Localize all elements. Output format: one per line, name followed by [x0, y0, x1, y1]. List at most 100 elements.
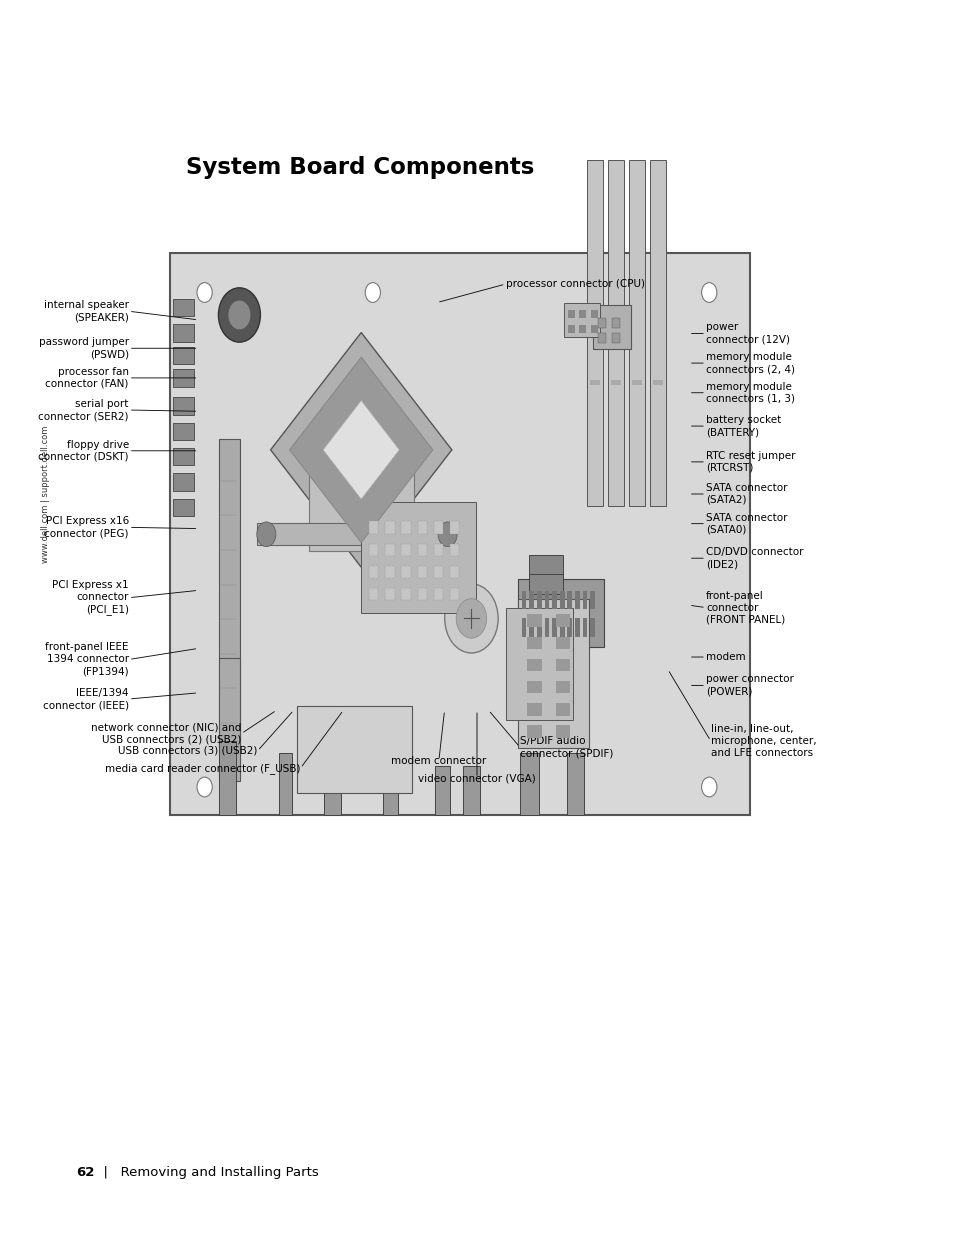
- Bar: [608, 161, 623, 506]
- Text: internal speaker
(SPEAKER): internal speaker (SPEAKER): [44, 300, 129, 322]
- Circle shape: [218, 288, 260, 342]
- Text: serial port
connector (SER2): serial port connector (SER2): [38, 399, 129, 421]
- Bar: [556, 658, 570, 671]
- Bar: [172, 398, 193, 415]
- Bar: [434, 521, 443, 534]
- Bar: [517, 599, 589, 747]
- Bar: [529, 574, 562, 601]
- Bar: [219, 658, 240, 782]
- Text: line-in, line-out,
microphone, center,
and LFE connectors: line-in, line-out, microphone, center, a…: [710, 724, 816, 758]
- Bar: [401, 566, 411, 578]
- Circle shape: [700, 283, 716, 303]
- Polygon shape: [323, 400, 399, 499]
- Text: password jumper
(PSWD): password jumper (PSWD): [39, 337, 129, 359]
- Text: www.dell.com | support.dell.com: www.dell.com | support.dell.com: [41, 425, 51, 563]
- Bar: [435, 766, 450, 815]
- Bar: [297, 706, 412, 793]
- Bar: [556, 614, 570, 626]
- Bar: [434, 588, 443, 600]
- Bar: [544, 592, 549, 610]
- Bar: [172, 473, 193, 490]
- Bar: [590, 310, 597, 317]
- Bar: [598, 332, 605, 342]
- Bar: [567, 325, 574, 332]
- Bar: [417, 566, 427, 578]
- Bar: [629, 161, 644, 506]
- Bar: [219, 741, 236, 815]
- Text: S/PDIF audio
connector (SPDIF): S/PDIF audio connector (SPDIF): [519, 736, 613, 758]
- Bar: [401, 521, 411, 534]
- Bar: [401, 588, 411, 600]
- Bar: [556, 680, 570, 693]
- Polygon shape: [271, 332, 452, 567]
- Bar: [559, 592, 564, 610]
- Circle shape: [444, 584, 497, 653]
- Circle shape: [437, 522, 456, 547]
- Bar: [382, 747, 397, 815]
- Text: memory module
connectors (1, 3): memory module connectors (1, 3): [705, 382, 794, 404]
- Text: front-panel
connector
(FRONT PANEL): front-panel connector (FRONT PANEL): [705, 590, 784, 625]
- Bar: [450, 588, 459, 600]
- Text: SATA connector
(SATA2): SATA connector (SATA2): [705, 483, 786, 505]
- Circle shape: [365, 283, 380, 303]
- Text: power connector
(POWER): power connector (POWER): [705, 674, 793, 697]
- Bar: [632, 380, 641, 385]
- Bar: [612, 332, 619, 342]
- Text: memory module
connectors (2, 4): memory module connectors (2, 4): [705, 352, 794, 374]
- Circle shape: [700, 777, 716, 797]
- Bar: [434, 543, 443, 556]
- Bar: [172, 369, 193, 387]
- Bar: [575, 592, 579, 610]
- Text: network connector (NIC) and
USB connectors (2) (USB2): network connector (NIC) and USB connecto…: [91, 722, 241, 745]
- Bar: [556, 725, 570, 737]
- Bar: [529, 618, 534, 637]
- Bar: [434, 566, 443, 578]
- Bar: [527, 703, 541, 715]
- Bar: [529, 592, 534, 610]
- Text: video connector (VGA): video connector (VGA): [417, 773, 536, 783]
- Bar: [527, 725, 541, 737]
- Bar: [593, 305, 631, 348]
- Bar: [527, 614, 541, 626]
- Bar: [559, 618, 564, 637]
- Bar: [401, 543, 411, 556]
- Text: power
connector (12V): power connector (12V): [705, 322, 789, 345]
- Bar: [521, 618, 526, 637]
- Bar: [567, 618, 572, 637]
- Bar: [172, 448, 193, 466]
- Bar: [552, 592, 557, 610]
- Circle shape: [196, 283, 212, 303]
- Bar: [450, 566, 459, 578]
- Text: RTC reset jumper
(RTCRST): RTC reset jumper (RTCRST): [705, 451, 795, 473]
- Bar: [369, 588, 378, 600]
- Bar: [567, 310, 574, 317]
- Bar: [172, 422, 193, 440]
- Bar: [582, 592, 587, 610]
- Bar: [556, 703, 570, 715]
- Bar: [517, 578, 603, 647]
- Bar: [369, 566, 378, 578]
- Bar: [219, 438, 240, 747]
- Bar: [170, 253, 749, 815]
- Bar: [567, 753, 584, 815]
- Bar: [369, 521, 378, 534]
- Bar: [537, 592, 541, 610]
- Circle shape: [196, 777, 212, 797]
- Bar: [450, 521, 459, 534]
- Bar: [462, 766, 479, 815]
- Bar: [590, 325, 597, 332]
- Bar: [567, 592, 572, 610]
- Bar: [537, 618, 541, 637]
- Text: IEEE/1394
connector (IEEE): IEEE/1394 connector (IEEE): [43, 688, 129, 710]
- Text: processor connector (CPU): processor connector (CPU): [505, 279, 644, 289]
- Bar: [527, 680, 541, 693]
- Bar: [385, 566, 395, 578]
- Text: front-panel IEEE
1394 connector
(FP1394): front-panel IEEE 1394 connector (FP1394): [45, 642, 129, 677]
- Text: PCI Express x16
connector (PEG): PCI Express x16 connector (PEG): [44, 516, 129, 538]
- Bar: [590, 592, 595, 610]
- Bar: [361, 501, 476, 613]
- Bar: [612, 317, 619, 327]
- Text: |   Removing and Installing Parts: | Removing and Installing Parts: [95, 1166, 319, 1179]
- Bar: [385, 543, 395, 556]
- Bar: [172, 347, 193, 364]
